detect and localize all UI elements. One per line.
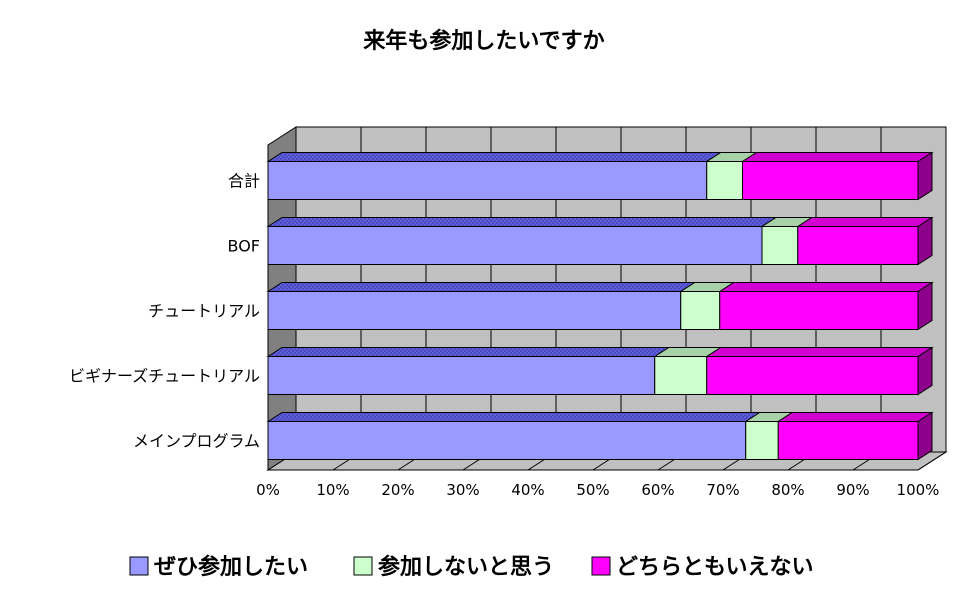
legend-label: どちらともいえない [616, 555, 814, 580]
x-tick-label: 90% [836, 481, 869, 499]
bar [267, 356, 656, 395]
bar-side [917, 216, 933, 266]
legend-swatch [129, 556, 149, 576]
bar [267, 226, 763, 265]
x-tick-label: 50% [576, 481, 609, 499]
category-label: ビギナーズチュートリアル [69, 367, 260, 386]
bar-side [917, 346, 933, 396]
x-tick-label: 80% [771, 481, 804, 499]
bar-top [266, 152, 723, 162]
x-tick-label: 100% [897, 481, 940, 499]
bar-top [266, 282, 697, 292]
x-tick-label: 0% [256, 481, 280, 499]
floor-gridline [917, 451, 947, 471]
bar [777, 421, 919, 460]
x-tick-label: 20% [381, 481, 414, 499]
bar-top [266, 217, 778, 227]
chart-title: 来年も参加したいですか [362, 28, 604, 54]
bar [761, 226, 799, 265]
bar [267, 291, 682, 330]
bar [267, 421, 747, 460]
bars [266, 151, 934, 461]
bar [706, 161, 743, 200]
bar [742, 161, 919, 200]
bar [797, 226, 919, 265]
x-tick-label: 70% [706, 481, 739, 499]
bar [706, 356, 919, 395]
bar-side [917, 151, 933, 201]
x-tick-label: 60% [641, 481, 674, 499]
bar [654, 356, 708, 395]
category-label: チュートリアル [148, 302, 260, 321]
category-label: 合計 [228, 172, 260, 191]
category-label: メインプログラム [133, 432, 260, 451]
x-tick-label: 30% [446, 481, 479, 499]
bar [267, 161, 708, 200]
bar-side [917, 411, 933, 461]
x-tick-label: 10% [316, 481, 349, 499]
bar [745, 421, 779, 460]
bar-top [796, 217, 934, 227]
bar-top [740, 152, 934, 162]
x-tick-label: 40% [511, 481, 544, 499]
bar-top [776, 412, 934, 422]
legend-swatch [591, 556, 611, 576]
bar-top [266, 347, 671, 357]
category-label: BOF [228, 237, 261, 256]
bar [680, 291, 721, 330]
x-axis-tick-labels: 0% 10% 20% 30% 40% 50% 60% 70% 80% 90% 100% [256, 481, 939, 499]
bar-top [705, 347, 934, 357]
bar-top [266, 412, 762, 422]
legend-swatch [353, 556, 373, 576]
legend-label: ぜひ参加したい [154, 554, 308, 580]
bar-top [718, 282, 934, 292]
bar [719, 291, 919, 330]
legend: ぜひ参加したい 参加しないと思う どちらともいえない [129, 554, 814, 580]
bar-side [917, 281, 933, 331]
legend-label: 参加しないと思う [378, 554, 554, 580]
